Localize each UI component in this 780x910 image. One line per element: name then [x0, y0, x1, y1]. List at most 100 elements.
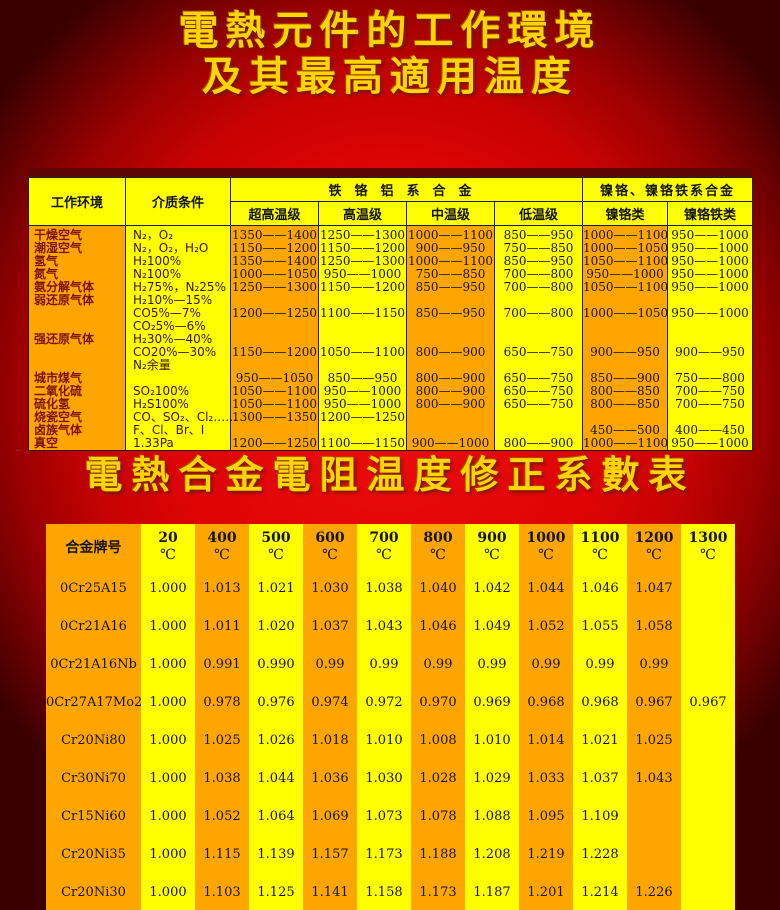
coefficient-value: 1.000 — [141, 569, 195, 607]
temp-range-value: 650——750 — [503, 384, 574, 398]
env-label — [29, 307, 125, 320]
column-working-environment: 干燥空气 潮湿空气 氢气 氮气 氨分解气体 弱还原气体 强还原气体 城市煤气 二氧化硫 硫化氢… — [28, 225, 126, 451]
temp-range-value: 1000——1100 — [407, 254, 494, 268]
alloy-grade-label: Cr20Ni80 — [46, 721, 141, 759]
coefficient-value: 1.030 — [357, 759, 411, 797]
temp-number: 400 — [207, 529, 237, 546]
temp-range-value: 950——1000 — [323, 384, 402, 398]
coefficient-value: 0.99 — [303, 645, 357, 683]
table-row: 0Cr21A16 1.000 1.011 1.020 1.037 1.043 1.046 1.… — [46, 607, 735, 645]
temp-range-value: 900——950 — [415, 241, 486, 255]
subheader-3: 低温级 — [493, 201, 584, 226]
temp-range-value: 1350——1400 — [231, 254, 318, 268]
env-label: 干燥空气 — [34, 228, 83, 242]
table1-subheader-row: 超高温级 高温级 中温级 低温级 镍铬类 镍铬铁类 — [29, 201, 754, 226]
temp-range-value: 1050——1100 — [583, 254, 669, 268]
medium-value: H₂S100% — [133, 397, 189, 411]
env-label: 强还原气体 — [34, 332, 95, 346]
header-working-environment: 工作环境 — [28, 177, 126, 226]
coefficient-value: 1.052 — [519, 607, 573, 645]
temp-range-value: 850——950 — [415, 306, 486, 320]
coefficient-value: 1.139 — [249, 835, 303, 873]
temp-range-value: 950——1000 — [671, 254, 749, 268]
temp-range-value: 1250——1300 — [319, 228, 406, 242]
coefficient-value: 1.043 — [357, 607, 411, 645]
temp-range-value: 1000——1100 — [583, 436, 669, 450]
degree-celsius-symbol: ℃ — [700, 546, 716, 563]
medium-value: N₂100% — [133, 267, 182, 281]
column-nicr: 1000——1100 1000——1050 1050——1100 950——1000 1… — [582, 225, 669, 451]
temp-range-value: 650——750 — [503, 397, 574, 411]
medium-value: H₂30%—40% — [133, 332, 213, 346]
coefficient-value: 1.014 — [519, 721, 573, 759]
temp-range-value: 1050——1100 — [231, 384, 318, 398]
table-row: Cr20Ni30 1.000 1.103 1.125 1.141 1.158 1.173 1.… — [46, 873, 735, 910]
header-temp-20: 20 ℃ — [141, 524, 195, 569]
coefficient-value: 1.208 — [465, 835, 519, 873]
temp-number: 500 — [261, 529, 291, 546]
temp-range-value: 700——800 — [503, 306, 574, 320]
env-label: 卤族气体 — [34, 423, 83, 437]
temp-range-value: 950——1000 — [671, 436, 749, 450]
header-temp-500: 500 ℃ — [249, 524, 303, 569]
coefficient-value: 1.044 — [519, 569, 573, 607]
coefficient-value: 1.055 — [573, 607, 627, 645]
env-label: 弱还原气体 — [34, 293, 95, 307]
header-temp-600: 600 ℃ — [303, 524, 357, 569]
temp-range-value: 1150——1200 — [319, 280, 406, 294]
env-label: 氨分解气体 — [34, 280, 95, 294]
temp-range-value: 650——750 — [503, 345, 574, 359]
coefficient-value — [681, 721, 735, 759]
medium-value: F、Cl、Br、I — [133, 423, 205, 437]
medium-value: N₂，O₂，H₂O — [133, 241, 209, 255]
coefficient-value: 1.000 — [141, 683, 195, 721]
temp-range-value: 850——950 — [327, 371, 398, 385]
column-medium-condition: N₂，O₂ N₂，O₂，H₂O H₂100% N₂100% H₂75%，N₂25% H₂1… — [125, 225, 238, 451]
degree-celsius-symbol: ℃ — [538, 546, 554, 563]
header-temp-1100: 1100 ℃ — [573, 524, 627, 569]
temp-range-value: 750——850 — [415, 267, 486, 281]
temp-range-value: 700——800 — [503, 280, 574, 294]
header-group-fecral: 铁铬铝系合金 — [229, 177, 584, 202]
coefficient-value: 0.976 — [249, 683, 303, 721]
coefficient-value: 0.990 — [249, 645, 303, 683]
temp-number: 800 — [423, 529, 453, 546]
temp-range-value: 650——750 — [503, 371, 574, 385]
coefficient-value: 1.043 — [627, 759, 681, 797]
coefficient-value: 1.026 — [249, 721, 303, 759]
coefficient-value: 1.052 — [195, 797, 249, 835]
coefficient-value: 1.042 — [465, 569, 519, 607]
coefficient-value: 0.967 — [681, 683, 735, 721]
alloy-grade-label: 0Cr27A17Mo2 — [46, 683, 142, 721]
temp-range-value: 700——750 — [675, 384, 745, 398]
correction-coefficient-table: 合金牌号 20 ℃ 400 ℃ 500 ℃ 600 ℃ 700 ℃ 800 ℃ 900 ℃ 1000 ℃ 110… — [46, 524, 735, 910]
coefficient-value: 1.047 — [627, 569, 681, 607]
degree-celsius-symbol: ℃ — [160, 546, 176, 563]
coefficient-value: 1.037 — [573, 759, 627, 797]
coefficient-value: 1.000 — [141, 835, 195, 873]
alloy-grade-label: 0Cr21A16Nb — [46, 645, 141, 683]
coefficient-value: 0.969 — [465, 683, 519, 721]
alloy-grade-label: 0Cr25A15 — [46, 569, 141, 607]
coefficient-value: 1.158 — [357, 873, 411, 910]
table-row: Cr30Ni70 1.000 1.038 1.044 1.036 1.030 1.028 1.… — [46, 759, 735, 797]
header-temp-400: 400 ℃ — [195, 524, 249, 569]
subheader-4: 镍铬类 — [582, 201, 669, 226]
subheader-2: 中温级 — [406, 201, 495, 226]
temp-range-value: 1250——1300 — [319, 254, 406, 268]
subheader-0: 超高温级 — [230, 201, 319, 226]
coefficient-value: 1.201 — [519, 873, 573, 910]
medium-value: H₂100% — [133, 254, 182, 268]
temp-number: 700 — [369, 529, 399, 546]
coefficient-value: 1.000 — [141, 797, 195, 835]
alloy-grade-label: Cr15Ni60 — [46, 797, 141, 835]
temp-range-value: 1050——1100 — [319, 345, 406, 359]
temp-range-value: 850——950 — [503, 228, 574, 242]
coefficient-value: 1.033 — [519, 759, 573, 797]
alloy-grade-label: Cr20Ni35 — [46, 835, 141, 873]
coefficient-value: 0.99 — [411, 645, 465, 683]
coefficient-value: 1.173 — [411, 873, 465, 910]
coefficient-value: 1.000 — [141, 721, 195, 759]
medium-value: CO、SO₂、Cl₂…… — [133, 410, 238, 424]
